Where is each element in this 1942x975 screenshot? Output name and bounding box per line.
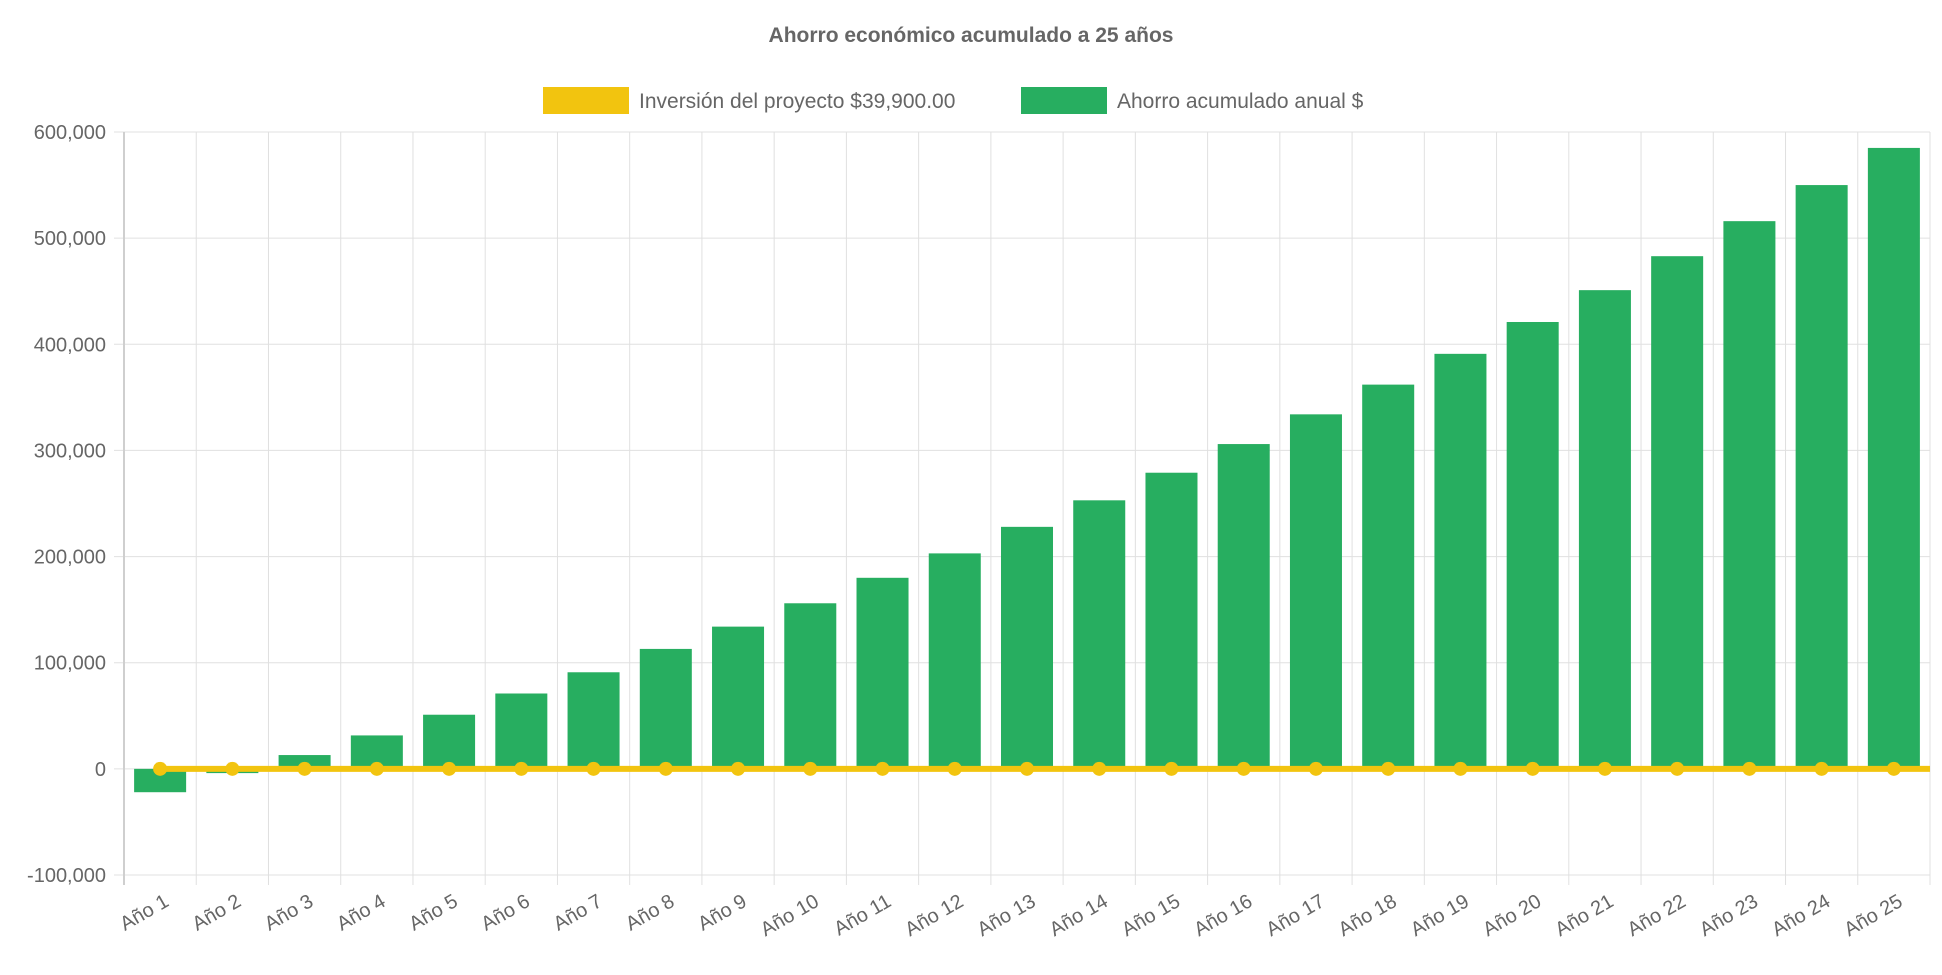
bar — [1000, 526, 1054, 769]
x-axis: Año 1 Año 2 Año 3 Año 4 Año 5 Año 6 Año 7 Año 8… — [116, 890, 1906, 941]
y-tick-label: 0 — [95, 759, 106, 781]
legend[interactable]: Inversión del proyecto $39,900.00 Ahorro … — [543, 87, 1364, 114]
line-point — [514, 761, 529, 776]
x-tick-label: Año 18 — [1335, 890, 1401, 941]
x-tick-label: Año 7 — [550, 890, 606, 935]
x-tick-label: Año 11 — [830, 890, 895, 940]
line-point — [1742, 761, 1757, 776]
bar — [1073, 500, 1126, 769]
bar — [856, 577, 909, 769]
line-point — [803, 761, 818, 776]
line-point — [1453, 761, 1468, 776]
y-tick-label: -100,000 — [27, 865, 106, 887]
bars — [134, 147, 1920, 793]
line-point — [1236, 761, 1251, 776]
bar — [1289, 414, 1342, 769]
bar — [928, 553, 981, 769]
x-tick-label: Año 4 — [333, 890, 389, 935]
y-axis: 600,000 500,000 400,000 300,000 200,000 100,0… — [27, 122, 106, 887]
bar — [567, 672, 620, 769]
x-tick-label: Año 19 — [1407, 890, 1473, 941]
x-tick-label: Año 3 — [261, 890, 317, 935]
line-point — [1164, 761, 1179, 776]
x-tick-label: Año 25 — [1840, 890, 1906, 941]
x-tick-label: Año 14 — [1046, 890, 1112, 941]
line-point — [1670, 761, 1685, 776]
legend-label[interactable]: Ahorro acumulado anual $ — [1117, 90, 1364, 113]
bar — [1578, 290, 1631, 769]
x-tick-label: Año 20 — [1479, 890, 1545, 941]
x-tick-label: Año 8 — [622, 890, 678, 935]
bar — [1145, 472, 1198, 769]
bar — [1434, 353, 1487, 769]
bar — [495, 693, 548, 769]
legend-swatch[interactable] — [1021, 87, 1107, 114]
line-point — [1092, 761, 1107, 776]
x-tick-label: Año 21 — [1552, 890, 1618, 941]
line-point — [1381, 761, 1396, 776]
x-tick-label: Año 2 — [189, 890, 245, 935]
line-point — [1020, 761, 1034, 776]
bar — [712, 626, 765, 769]
legend-swatch[interactable] — [543, 87, 629, 114]
bar — [1867, 147, 1920, 769]
x-tick-label: Año 9 — [694, 890, 750, 935]
x-tick-label: Año 15 — [1118, 890, 1184, 941]
x-tick-label: Año 22 — [1624, 890, 1690, 941]
bar — [639, 648, 692, 769]
x-tick-label: Año 17 — [1263, 890, 1329, 941]
line-point — [1597, 761, 1612, 776]
line-point — [369, 761, 384, 776]
bar — [1506, 321, 1559, 769]
x-tick-label: Año 5 — [405, 890, 461, 935]
line-point — [297, 761, 312, 776]
y-tick-label: 200,000 — [34, 547, 106, 569]
line-point — [1308, 761, 1323, 776]
bar — [423, 714, 476, 769]
line-point — [1525, 761, 1540, 776]
x-tick-label: Año 10 — [757, 890, 823, 941]
bar — [1651, 256, 1704, 769]
x-tick-label: Año 1 — [116, 890, 172, 935]
investment-line — [153, 761, 1930, 776]
bar — [1723, 221, 1776, 769]
grid — [114, 131, 1931, 885]
x-tick-label: Año 24 — [1768, 890, 1834, 941]
x-tick-label: Año 16 — [1190, 890, 1256, 941]
line-point — [586, 761, 601, 776]
x-tick-label: Año 13 — [974, 890, 1040, 941]
line-point — [947, 761, 962, 776]
line-point — [731, 761, 746, 776]
line-point — [442, 761, 457, 776]
x-tick-label: Año 6 — [478, 890, 534, 935]
bar — [1217, 444, 1270, 769]
y-tick-label: 600,000 — [34, 122, 106, 144]
y-tick-label: 400,000 — [34, 334, 106, 356]
x-tick-label: Año 23 — [1696, 890, 1762, 941]
chart-title: Ahorro económico acumulado a 25 años — [769, 24, 1174, 47]
bar — [134, 768, 187, 793]
bar — [1362, 384, 1415, 769]
x-tick-label: Año 12 — [901, 890, 967, 941]
line-point — [875, 761, 890, 776]
line-point — [225, 761, 240, 776]
y-tick-label: 300,000 — [34, 440, 106, 462]
line-point — [1886, 761, 1901, 776]
y-tick-label: 100,000 — [34, 653, 106, 675]
legend-label[interactable]: Inversión del proyecto $39,900.00 — [639, 90, 955, 113]
line-point — [1814, 761, 1829, 776]
line-point — [658, 761, 673, 776]
bar — [784, 603, 837, 769]
y-tick-label: 500,000 — [34, 228, 106, 250]
bar — [1795, 185, 1848, 769]
line-point — [153, 761, 168, 776]
